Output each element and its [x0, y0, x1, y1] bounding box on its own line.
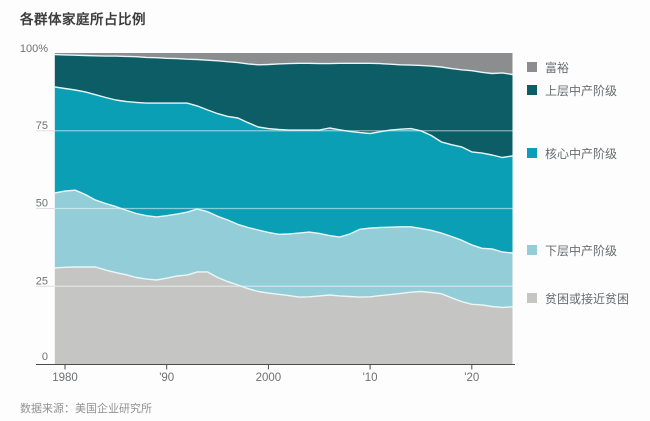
band-separator-0 [54, 266, 513, 309]
y-axis-tick-label: 50 [36, 198, 48, 210]
legend-label: 上层中产阶级 [545, 83, 618, 98]
area-band-1 [54, 190, 513, 308]
legend-swatch [527, 148, 537, 158]
band-separator-1 [54, 189, 513, 254]
x-axis-tick-label: '10 [363, 372, 378, 384]
legend-label: 富裕 [545, 60, 570, 75]
legend-item: 贫困或接近贫困 [527, 289, 629, 307]
legend-item: 富裕 [527, 58, 569, 76]
area-band-3 [54, 54, 513, 158]
y-axis-tick-label: 100% [20, 43, 48, 55]
chart-legend: 富裕上层中产阶级 核心中产阶级 下层中产阶级 贫困或接近贫困 [527, 0, 647, 421]
y-axis-tick-label: 25 [36, 275, 48, 287]
legend-item: 上层中产阶级 [527, 81, 617, 99]
legend-label: 贫困或接近贫困 [545, 291, 630, 306]
y-axis-tick-label: 0 [42, 351, 48, 363]
legend-item: 核心中产阶级 [527, 144, 617, 162]
x-axis-tick-label: '90 [159, 372, 174, 384]
band-separator-3 [54, 53, 513, 76]
y-axis-tick-label: 75 [36, 120, 48, 132]
legend-swatch [527, 245, 537, 255]
source-note: 数据来源：美国企业研究所 [20, 403, 152, 415]
area-band-2 [54, 86, 513, 254]
area-band-0 [54, 267, 513, 364]
legend-swatch [527, 62, 537, 72]
x-axis-tick-label: '20 [464, 372, 479, 384]
legend-swatch [527, 293, 537, 303]
legend-label: 下层中产阶级 [545, 243, 618, 258]
x-axis-tick-label: 2000 [256, 372, 282, 384]
legend-item: 下层中产阶级 [527, 241, 617, 259]
chart-title: 各群体家庭所占比例 [20, 12, 146, 27]
band-separator-2 [54, 86, 513, 159]
legend-swatch [527, 85, 537, 95]
x-axis-tick-label: 1980 [52, 372, 78, 384]
legend-label: 核心中产阶级 [545, 146, 618, 161]
